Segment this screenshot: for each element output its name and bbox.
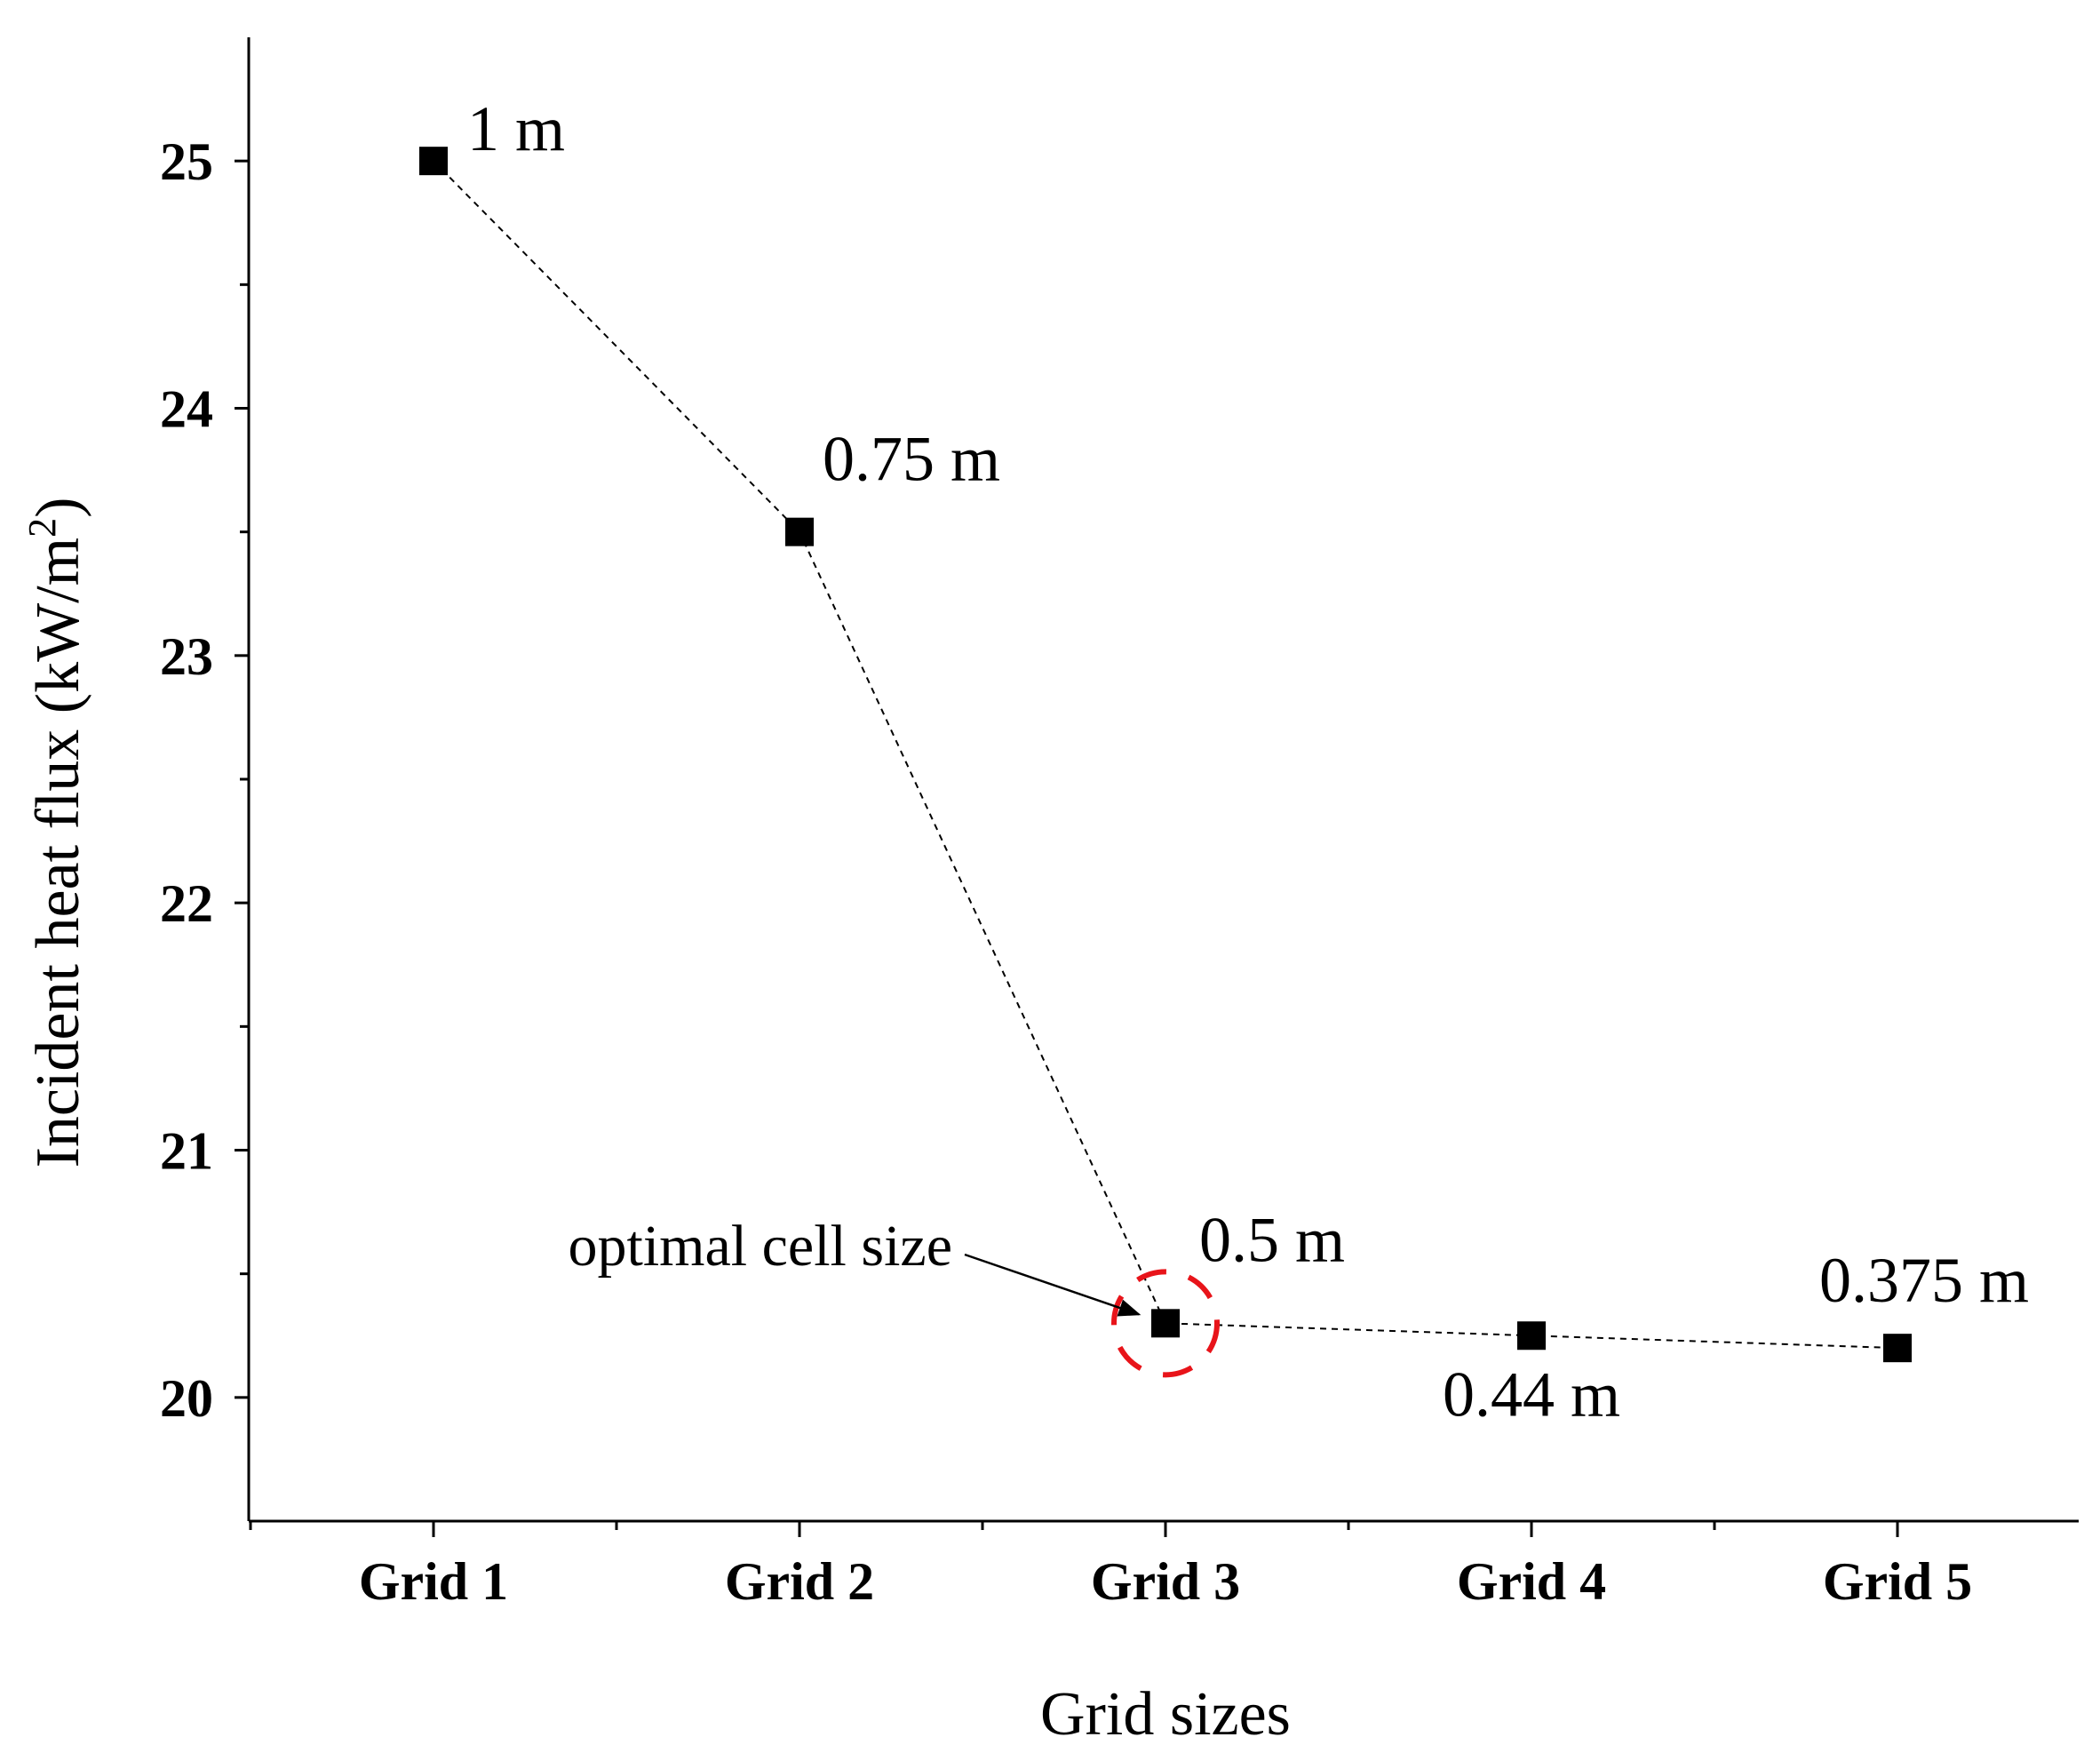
y-tick-label: 24 (160, 380, 213, 439)
y-tick-label: 20 (160, 1369, 213, 1428)
x-tick-label: Grid 5 (1823, 1552, 1972, 1611)
point-label: 0.44 m (1443, 1359, 1620, 1430)
x-tick-label: Grid 1 (359, 1552, 508, 1611)
data-point-marker (1151, 1309, 1180, 1338)
highlight-circle (1111, 1269, 1220, 1378)
point-label: 0.375 m (1819, 1245, 2029, 1316)
y-axis-title-end: ) (24, 498, 92, 518)
series-line (433, 160, 1898, 1350)
y-axis-title-superscript: 2 (20, 518, 64, 538)
series (419, 147, 1912, 1378)
ticks: 20 21 22 23 24 25 Grid 1 Grid 2 Grid 3 Grid 4 Grid… (160, 132, 1972, 1611)
y-tick-label: 22 (160, 874, 213, 933)
x-axis-title: Grid sizes (1040, 1680, 1291, 1749)
labels: Grid sizes Incident heat flux (kW/m2) 1 m 0… (20, 93, 2029, 1749)
x-tick-label: Grid 4 (1457, 1552, 1606, 1611)
x-tick-label: Grid 3 (1091, 1552, 1240, 1611)
point-label: 0.5 m (1199, 1204, 1345, 1275)
axes (247, 37, 2079, 1523)
y-axis-title: Incident heat flux (kW/m2) (20, 498, 92, 1168)
x-tick-label: Grid 2 (725, 1552, 874, 1611)
point-label: 0.75 m (823, 424, 1000, 495)
y-tick-label: 23 (160, 627, 213, 686)
data-point-marker (1517, 1321, 1546, 1351)
annotation-arrow (964, 1253, 1141, 1317)
y-tick-label: 21 (160, 1122, 213, 1181)
data-point-marker (419, 147, 448, 176)
point-label: 1 m (467, 93, 565, 164)
data-point-marker (785, 517, 814, 546)
y-tick-label: 25 (160, 132, 213, 191)
y-axis-title-main: Incident heat flux (kW/m (24, 538, 92, 1167)
data-point-marker (1883, 1334, 1912, 1363)
annotation-label: optimal cell size (568, 1214, 952, 1279)
